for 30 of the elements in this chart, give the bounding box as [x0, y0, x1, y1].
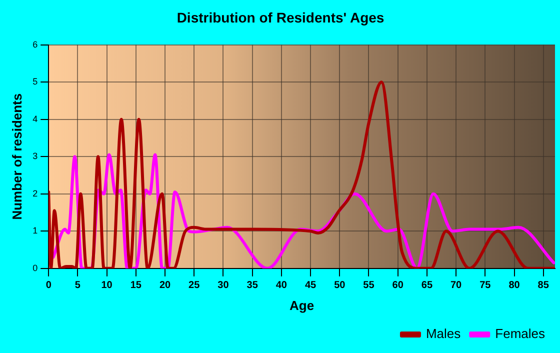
- x-tick-label: 10: [101, 280, 113, 292]
- x-tick-label: 15: [130, 280, 142, 292]
- y-tick-label: 1: [32, 226, 38, 236]
- x-tick-label: 60: [392, 280, 404, 292]
- x-tick-label: 35: [246, 280, 258, 292]
- x-tick-label: 40: [276, 280, 288, 292]
- y-tick-label: 6: [32, 39, 38, 50]
- x-tick-label: 30: [218, 280, 230, 292]
- x-tick-label: 75: [480, 280, 492, 292]
- x-tick-label: 55: [363, 280, 375, 292]
- x-axis-title: Age: [290, 298, 314, 313]
- y-tick-label: 0: [32, 262, 38, 273]
- x-tick-label: 45: [304, 280, 317, 292]
- y-tick-label: 3: [32, 151, 38, 162]
- y-axis-title: Number of residents: [9, 93, 24, 220]
- x-tick-label: 80: [508, 280, 520, 292]
- x-tick-label: 65: [421, 280, 433, 292]
- legend-label: Males: [426, 326, 462, 342]
- x-tick-label: 20: [159, 280, 172, 292]
- y-tick-label: 2: [32, 188, 38, 198]
- x-tick-label: 0: [46, 280, 52, 292]
- x-tick-label: 70: [450, 280, 462, 292]
- x-tick-label: 85: [538, 280, 550, 292]
- y-tick-label: 4: [32, 114, 38, 124]
- x-tick-label: 5: [74, 280, 81, 292]
- chart-title: Distribution of Residents' Ages: [176, 9, 384, 26]
- x-tick-label: 25: [188, 280, 200, 292]
- legend-label: Females: [495, 326, 546, 342]
- x-tick-label: 50: [334, 280, 346, 292]
- y-tick-label: 5: [32, 76, 38, 87]
